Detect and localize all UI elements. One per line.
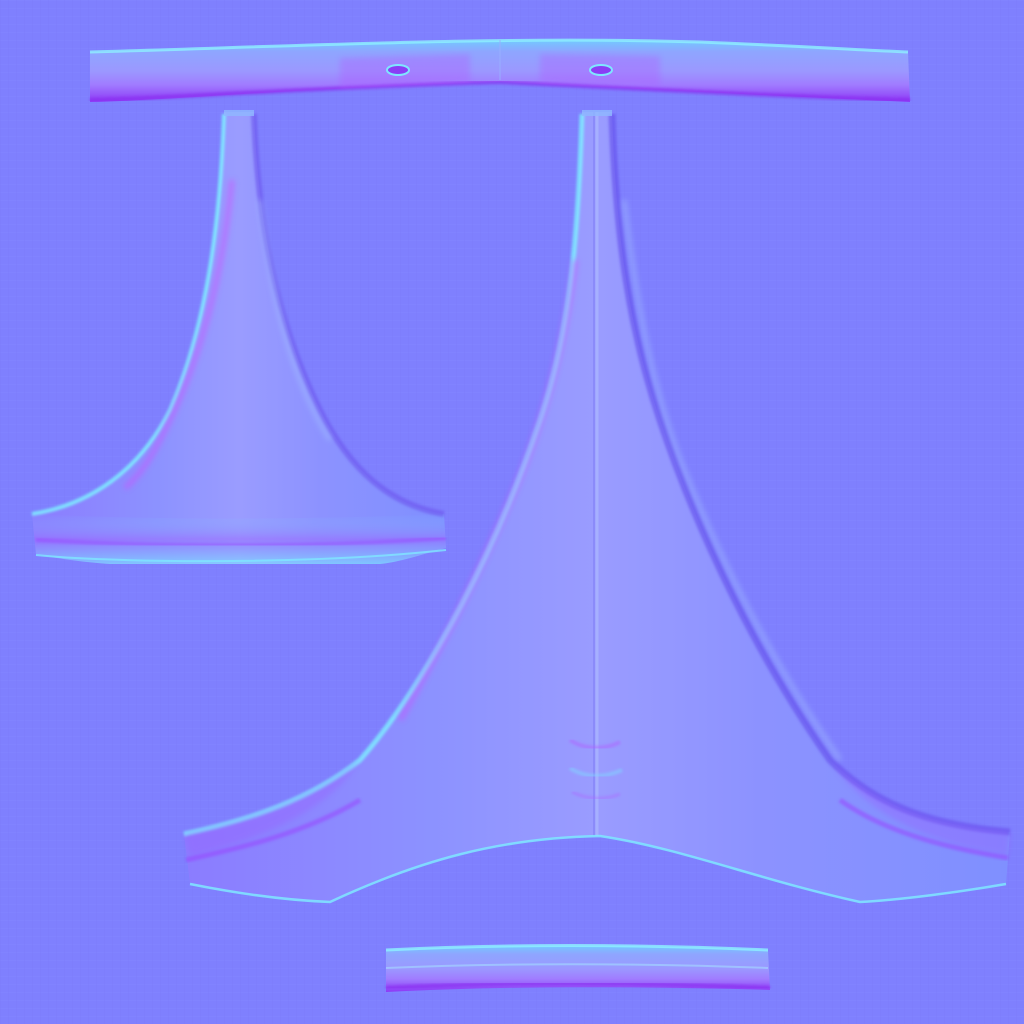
large-flared-panel: [183, 110, 1011, 904]
top-strip: [89, 38, 911, 102]
small-flared-panel: [31, 110, 447, 564]
strap-hole-left: [386, 64, 410, 76]
bottom-strip: [385, 944, 771, 992]
strap-hole-right: [589, 64, 613, 76]
